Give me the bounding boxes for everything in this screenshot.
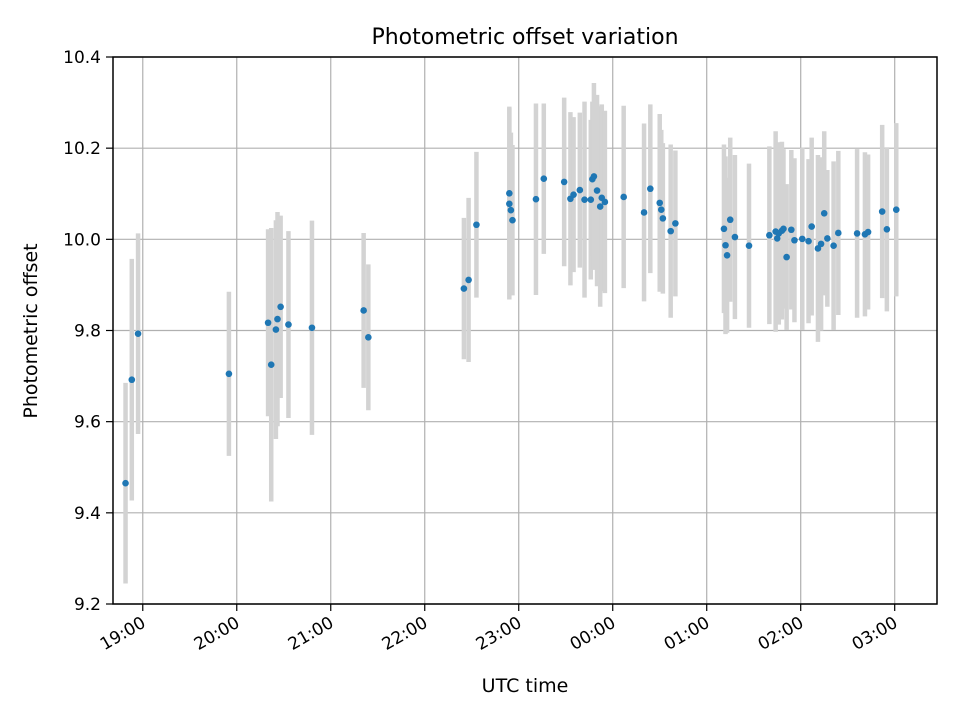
data-point bbox=[274, 315, 281, 323]
y-tick-label: 10.0 bbox=[63, 230, 101, 250]
data-point bbox=[892, 206, 900, 214]
y-tick-label: 9.6 bbox=[74, 413, 101, 433]
y-tick-label: 9.8 bbox=[74, 322, 101, 342]
data-point bbox=[745, 242, 753, 250]
data-point bbox=[864, 228, 872, 236]
data-point bbox=[507, 206, 515, 214]
data-point bbox=[593, 187, 601, 194]
data-points bbox=[122, 173, 900, 487]
y-tick-label: 10.4 bbox=[63, 48, 101, 68]
data-point bbox=[805, 237, 812, 245]
data-point bbox=[640, 209, 648, 216]
data-point bbox=[277, 303, 284, 311]
y-axis-ticks: 9.2 9.4 9.6 9.8 10.0 10.2 10.4 bbox=[63, 48, 113, 615]
y-tick-label: 9.2 bbox=[74, 595, 101, 615]
x-axis-label: UTC time bbox=[482, 675, 569, 697]
data-point bbox=[285, 321, 292, 328]
data-point bbox=[659, 215, 667, 222]
data-point bbox=[798, 235, 806, 243]
chart-title: Photometric offset variation bbox=[371, 25, 678, 50]
data-point bbox=[722, 241, 729, 249]
data-point bbox=[581, 196, 588, 203]
data-point bbox=[731, 233, 739, 241]
data-point bbox=[773, 235, 781, 242]
data-point bbox=[780, 225, 787, 233]
data-point bbox=[835, 229, 842, 237]
data-point bbox=[883, 226, 891, 233]
data-point bbox=[830, 242, 837, 250]
data-point bbox=[134, 330, 142, 337]
data-point bbox=[576, 186, 584, 194]
y-axis-label: Photometric offset bbox=[20, 243, 42, 418]
data-point bbox=[620, 193, 627, 201]
data-point bbox=[667, 227, 674, 235]
y-tick-label: 9.4 bbox=[74, 504, 101, 524]
y-tick-label: 10.2 bbox=[63, 139, 101, 159]
data-point bbox=[783, 253, 790, 261]
data-point bbox=[465, 276, 472, 284]
data-point bbox=[122, 479, 129, 487]
data-point bbox=[791, 236, 798, 244]
data-point bbox=[788, 226, 795, 234]
data-point bbox=[267, 361, 275, 368]
data-point bbox=[308, 324, 316, 332]
data-point bbox=[506, 189, 513, 197]
data-point bbox=[720, 225, 728, 233]
data-point bbox=[460, 285, 468, 292]
data-point bbox=[560, 178, 568, 186]
data-point bbox=[878, 208, 886, 215]
data-point bbox=[506, 200, 513, 208]
data-point bbox=[532, 195, 540, 203]
data-point bbox=[817, 240, 825, 248]
data-point bbox=[656, 199, 664, 207]
data-point bbox=[601, 198, 609, 206]
data-point bbox=[808, 223, 815, 230]
data-point bbox=[590, 173, 598, 180]
data-point bbox=[726, 216, 734, 224]
data-point bbox=[766, 231, 773, 239]
data-point bbox=[509, 216, 516, 224]
data-point bbox=[365, 334, 372, 341]
data-point bbox=[853, 230, 861, 237]
data-point bbox=[360, 307, 367, 314]
data-point bbox=[657, 206, 665, 214]
data-point bbox=[596, 203, 604, 210]
data-point bbox=[225, 370, 233, 378]
data-point bbox=[128, 376, 136, 384]
data-point bbox=[473, 221, 480, 229]
data-point bbox=[824, 235, 831, 242]
data-point bbox=[272, 326, 280, 333]
data-point bbox=[672, 220, 679, 227]
data-point bbox=[723, 251, 731, 259]
data-point bbox=[587, 196, 595, 203]
data-point bbox=[647, 185, 654, 193]
data-point bbox=[264, 319, 272, 327]
data-point bbox=[570, 191, 577, 198]
data-point bbox=[820, 210, 828, 217]
data-point bbox=[540, 175, 548, 183]
